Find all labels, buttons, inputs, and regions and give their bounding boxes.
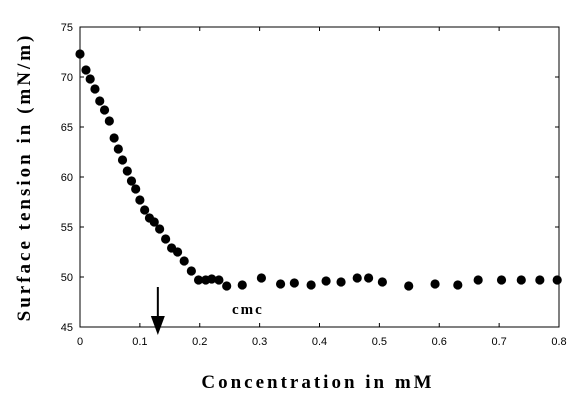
data-point <box>81 65 91 75</box>
data-point <box>552 275 562 285</box>
x-tick-label: 0 <box>77 336 83 348</box>
data-point <box>90 84 100 94</box>
y-tick-label: 65 <box>61 122 73 134</box>
x-axis-title: Concentration in mM <box>201 372 434 393</box>
data-point <box>155 224 165 234</box>
x-tick-label: 0.8 <box>551 336 566 348</box>
data-point <box>193 275 204 285</box>
x-tick-label: 0.1 <box>132 336 147 348</box>
data-point <box>113 144 123 154</box>
y-tick-label: 55 <box>61 222 73 234</box>
x-ticks: 0 0.1 0.2 0.3 0.4 0.5 0.6 0.7 0.8 <box>77 27 567 348</box>
plot-frame <box>79 26 560 328</box>
data-point <box>104 116 114 126</box>
data-point <box>172 247 183 257</box>
data-point <box>453 280 463 290</box>
x-tick-label: 0.2 <box>192 336 207 348</box>
data-point <box>222 281 232 291</box>
x-tick-label: 0.5 <box>372 336 387 348</box>
data-point <box>161 234 171 244</box>
x-tick-label: 0.3 <box>252 336 267 348</box>
data-point <box>275 279 286 289</box>
y-tick-label: 70 <box>61 72 73 84</box>
data-point <box>131 184 141 194</box>
data-point <box>95 96 105 106</box>
data-points <box>75 49 562 291</box>
x-tick-label: 0.6 <box>432 336 447 348</box>
data-point <box>404 281 414 291</box>
x-tick-label: 0.7 <box>491 336 506 348</box>
data-point <box>430 279 440 289</box>
data-point <box>237 280 247 290</box>
data-point <box>363 273 374 283</box>
data-point <box>256 273 267 283</box>
data-point <box>336 277 346 287</box>
data-point <box>377 277 387 287</box>
cmc-annotation: cmc <box>232 302 264 318</box>
y-tick-label: 45 <box>61 322 73 334</box>
data-point <box>85 74 95 84</box>
y-tick-label: 50 <box>61 272 73 284</box>
data-point <box>535 275 545 285</box>
data-point <box>99 105 110 115</box>
data-point <box>516 275 526 285</box>
y-axis-title: Surface tension in (mN/m) <box>14 33 35 322</box>
data-point <box>321 276 331 286</box>
data-point <box>306 280 316 290</box>
data-point <box>109 133 119 143</box>
y-tick-label: 60 <box>61 172 73 184</box>
cmc-arrow-head <box>150 316 165 335</box>
x-tick-label: 0.4 <box>312 336 327 348</box>
data-point <box>186 266 196 276</box>
data-point <box>214 275 224 285</box>
data-point <box>126 176 137 186</box>
data-point <box>122 166 132 176</box>
data-point <box>117 155 128 165</box>
data-point <box>352 273 362 283</box>
data-point <box>149 217 159 227</box>
data-point <box>140 205 150 215</box>
data-point <box>207 274 217 284</box>
data-point <box>496 275 507 285</box>
cmc-arrow-icon <box>150 287 165 335</box>
y-tick-label: 75 <box>61 22 73 34</box>
data-point <box>179 256 189 266</box>
data-point <box>289 278 299 288</box>
data-point <box>135 195 145 205</box>
data-point <box>473 275 483 285</box>
